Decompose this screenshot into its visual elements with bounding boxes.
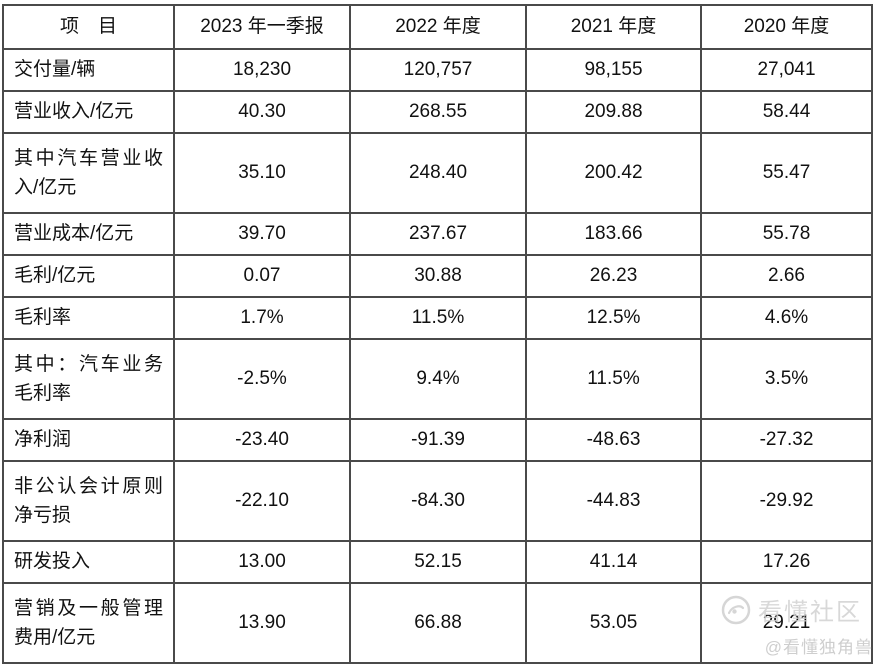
value-cell: 11.5% (525, 338, 702, 420)
value-cell: -44.83 (525, 460, 702, 542)
value-cell: 2.66 (700, 254, 873, 298)
column-header: 2022 年度 (349, 4, 527, 50)
row-label-cell: 净利润 (2, 418, 175, 462)
value-cell: 209.88 (525, 90, 702, 134)
value-cell: 53.05 (525, 582, 702, 664)
value-cell: -84.30 (349, 460, 527, 542)
value-cell: 3.5% (700, 338, 873, 420)
value-cell: 1.7% (173, 296, 351, 340)
value-cell: -22.10 (173, 460, 351, 542)
value-cell: 55.47 (700, 132, 873, 214)
table-row: 非公认会计原则净亏损 -22.10 -84.30 -44.83 -29.92 (2, 460, 873, 542)
table-row: 研发投入 13.00 52.15 41.14 17.26 (2, 540, 873, 584)
table-row: 营业收入/亿元 40.30 268.55 209.88 58.44 (2, 90, 873, 134)
header-row: 项 目 2023 年一季报 2022 年度 2021 年度 2020 年度 (2, 4, 873, 50)
value-cell: 26.23 (525, 254, 702, 298)
value-cell: 18,230 (173, 48, 351, 92)
value-cell: 41.14 (525, 540, 702, 584)
table-row: 毛利/亿元 0.07 30.88 26.23 2.66 (2, 254, 873, 298)
table-row: 净利润 -23.40 -91.39 -48.63 -27.32 (2, 418, 873, 462)
value-cell: 11.5% (349, 296, 527, 340)
row-label-cell: 其中汽车营业收入/亿元 (2, 132, 175, 214)
row-label-cell: 研发投入 (2, 540, 175, 584)
value-cell: -27.32 (700, 418, 873, 462)
value-cell: 12.5% (525, 296, 702, 340)
row-label-cell: 非公认会计原则净亏损 (2, 460, 175, 542)
table-row: 营销及一般管理费用/亿元 13.90 66.88 53.05 29.21 (2, 582, 873, 664)
value-cell: 237.67 (349, 212, 527, 256)
column-header: 2023 年一季报 (173, 4, 351, 50)
value-cell: 30.88 (349, 254, 527, 298)
value-cell: -29.92 (700, 460, 873, 542)
row-label-cell: 毛利率 (2, 296, 175, 340)
table-row: 其中：汽车业务毛利率 -2.5% 9.4% 11.5% 3.5% (2, 338, 873, 420)
value-cell: 27,041 (700, 48, 873, 92)
value-cell: 66.88 (349, 582, 527, 664)
value-cell: 58.44 (700, 90, 873, 134)
value-cell: 17.26 (700, 540, 873, 584)
value-cell: 183.66 (525, 212, 702, 256)
row-label-cell: 营业收入/亿元 (2, 90, 175, 134)
value-cell: 52.15 (349, 540, 527, 584)
column-header: 2020 年度 (700, 4, 873, 50)
column-header: 项 目 (2, 4, 175, 50)
table-row: 营业成本/亿元 39.70 237.67 183.66 55.78 (2, 212, 873, 256)
value-cell: 55.78 (700, 212, 873, 256)
row-label-cell: 毛利/亿元 (2, 254, 175, 298)
value-cell: 0.07 (173, 254, 351, 298)
value-cell: 120,757 (349, 48, 527, 92)
value-cell: -48.63 (525, 418, 702, 462)
row-label-cell: 其中：汽车业务毛利率 (2, 338, 175, 420)
financial-table: 项 目 2023 年一季报 2022 年度 2021 年度 2020 年度 交付量/辆 1… (2, 4, 873, 664)
value-cell: 268.55 (349, 90, 527, 134)
value-cell: -2.5% (173, 338, 351, 420)
value-cell: 4.6% (700, 296, 873, 340)
value-cell: 248.40 (349, 132, 527, 214)
value-cell: 13.90 (173, 582, 351, 664)
value-cell: -23.40 (173, 418, 351, 462)
value-cell: 200.42 (525, 132, 702, 214)
row-label-cell: 交付量/辆 (2, 48, 175, 92)
table-row: 交付量/辆 18,230 120,757 98,155 27,041 (2, 48, 873, 92)
table-body: 交付量/辆 18,230 120,757 98,155 27,041 营业收入/亿元 40.… (2, 48, 873, 664)
value-cell: 13.00 (173, 540, 351, 584)
value-cell: 29.21 (700, 582, 873, 664)
value-cell: 98,155 (525, 48, 702, 92)
value-cell: 39.70 (173, 212, 351, 256)
value-cell: 40.30 (173, 90, 351, 134)
value-cell: 35.10 (173, 132, 351, 214)
row-label-cell: 营销及一般管理费用/亿元 (2, 582, 175, 664)
value-cell: -91.39 (349, 418, 527, 462)
row-label-cell: 营业成本/亿元 (2, 212, 175, 256)
table-row: 其中汽车营业收入/亿元 35.10 248.40 200.42 55.47 (2, 132, 873, 214)
column-header: 2021 年度 (525, 4, 702, 50)
table-row: 毛利率 1.7% 11.5% 12.5% 4.6% (2, 296, 873, 340)
value-cell: 9.4% (349, 338, 527, 420)
